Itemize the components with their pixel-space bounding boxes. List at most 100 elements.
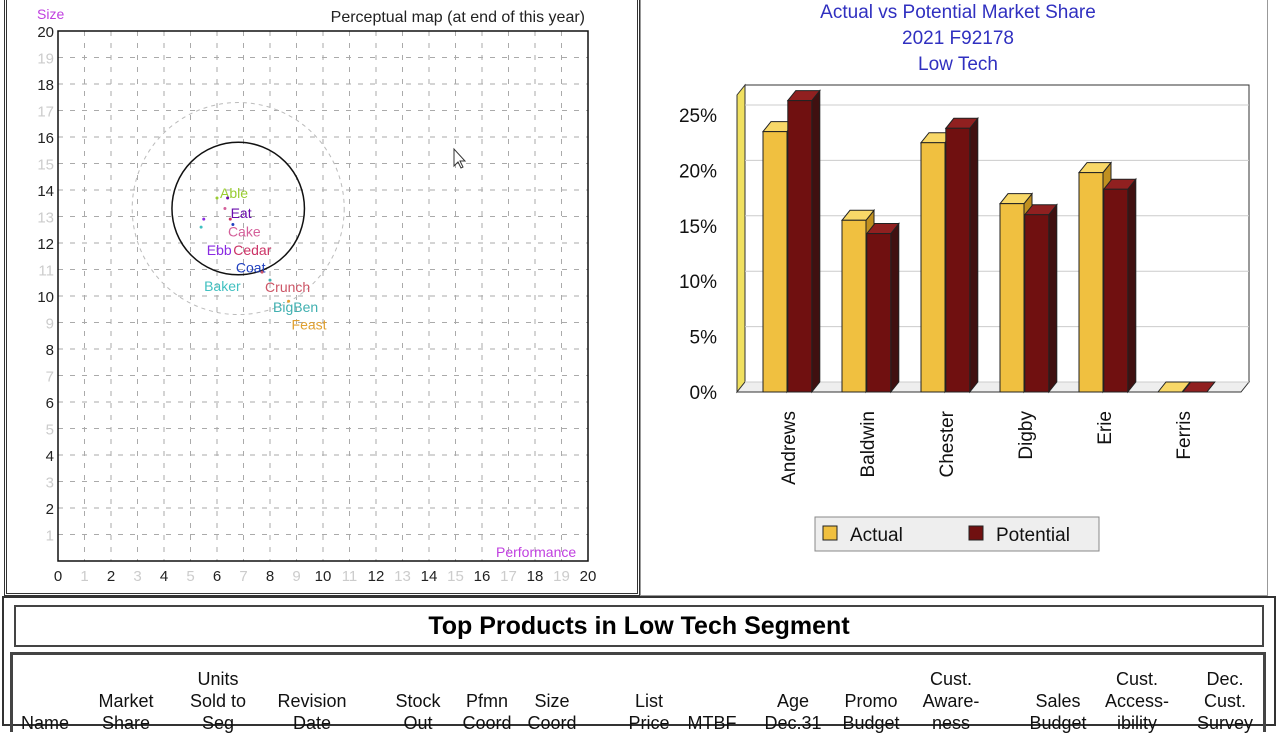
- legend-swatch: [822, 525, 838, 541]
- legend-label: Potential: [996, 525, 1070, 546]
- product-label: Coat: [236, 259, 266, 275]
- y-tick-label: 4: [46, 448, 54, 465]
- y-tick-label: 14: [37, 183, 54, 200]
- column-header[interactable]: Market Share: [98, 691, 154, 733]
- y-tick-label: 10%: [679, 272, 717, 293]
- column-header[interactable]: Dec. Cust. Survey: [1196, 669, 1254, 733]
- back-wall-left: [736, 83, 746, 394]
- x-tick-label: Erie: [1095, 411, 1116, 445]
- x-tick-label: 0: [54, 568, 62, 585]
- y-tick-label: 20%: [679, 161, 717, 182]
- product-label: BigBen: [273, 299, 318, 315]
- y-tick-label: 13: [37, 210, 54, 227]
- y-tick-label: 8: [46, 342, 54, 359]
- product-dot: [228, 217, 232, 221]
- bar-actual: [762, 131, 788, 393]
- top-products-table: Name Market Share Units Sold to Seg Revisio…: [10, 652, 1266, 733]
- y-tick-label: 5: [46, 422, 54, 439]
- plot-frame: [57, 30, 589, 562]
- x-tick-label: 15: [447, 568, 464, 585]
- back-wall: [744, 84, 1250, 383]
- product-label: Crunch: [265, 279, 310, 295]
- legend-swatch: [968, 525, 984, 541]
- product-label: Able: [220, 185, 248, 201]
- x-tick-label: 18: [527, 568, 544, 585]
- y-tick-label: 3: [46, 475, 54, 492]
- y-tick-label: 25%: [679, 106, 717, 127]
- product-dot: [260, 270, 264, 274]
- chart-title: Actual vs Potential Market Share: [820, 2, 1096, 23]
- legend-label: Actual: [850, 525, 903, 546]
- bar-top: [1181, 381, 1216, 393]
- column-header[interactable]: Units Sold to Seg: [189, 669, 247, 733]
- y-tick-label: 12: [37, 236, 54, 253]
- market-share-chart: Actual vs Potential Market Share 2021 F92…: [679, 2, 1251, 552]
- x-tick-label: 13: [394, 568, 411, 585]
- column-header[interactable]: Size Coord: [527, 691, 577, 733]
- x-tick-label: 11: [342, 568, 358, 585]
- column-header[interactable]: Stock Out: [395, 691, 441, 733]
- product-dot: [199, 225, 203, 229]
- bar-potential: [1024, 214, 1050, 393]
- bar-potential: [866, 233, 892, 393]
- bar-actual: [999, 203, 1025, 393]
- x-tick-label: 9: [292, 568, 300, 585]
- bar-side: [969, 116, 979, 394]
- x-tick-label: 5: [186, 568, 194, 585]
- x-tick-label: 20: [580, 568, 597, 585]
- x-tick-label: 14: [421, 568, 438, 585]
- y-tick-label: 11: [38, 263, 54, 280]
- column-header[interactable]: Pfmn Coord: [462, 691, 512, 733]
- x-tick-label: Chester: [937, 410, 958, 477]
- bar-side: [811, 89, 821, 394]
- rough-cut-circle: [131, 102, 345, 316]
- y-tick-label: 5%: [690, 328, 718, 349]
- x-tick-label: Digby: [1016, 411, 1037, 460]
- y-tick-label: 18: [37, 77, 54, 94]
- bar-actual: [920, 142, 946, 393]
- map-title: Perceptual map (at end of this year): [331, 9, 585, 26]
- y-tick-label: 17: [37, 104, 54, 121]
- product-dot: [226, 196, 230, 200]
- mouse-cursor-icon: [453, 147, 467, 169]
- y-tick-label: 20: [37, 24, 54, 41]
- bar-top: [1156, 381, 1192, 393]
- y-tick-label: 19: [37, 51, 54, 68]
- product-dot: [231, 222, 235, 226]
- column-header[interactable]: Revision Date: [277, 691, 347, 733]
- x-tick-label: Ferris: [1174, 411, 1195, 460]
- column-header[interactable]: Cust. Access- ibility: [1104, 669, 1170, 733]
- y-tick-label: 6: [46, 395, 54, 412]
- product-dot: [215, 196, 219, 200]
- column-header[interactable]: Name: [20, 713, 70, 733]
- bar-actual: [1078, 172, 1104, 393]
- column-header[interactable]: Cust. Aware- ness: [922, 669, 980, 733]
- column-header[interactable]: Sales Budget: [1029, 691, 1087, 733]
- y-tick-label: 10: [37, 289, 54, 306]
- y-axis-label: Size: [37, 6, 64, 22]
- x-tick-label: Baldwin: [858, 411, 879, 478]
- y-tick-label: 16: [37, 130, 54, 147]
- table-title: Top Products in Low Tech Segment: [14, 605, 1264, 647]
- product-label: Eat: [231, 205, 252, 221]
- y-tick-label: 2: [46, 501, 54, 518]
- y-tick-label: 9: [46, 316, 54, 333]
- product-label: Feast: [292, 316, 327, 332]
- y-tick-label: 15: [37, 157, 54, 174]
- y-tick-label: 0%: [690, 383, 718, 404]
- bar-side: [890, 222, 900, 394]
- column-header[interactable]: List Price: [628, 691, 670, 733]
- perceptual-map: Perceptual map (at end of this year) 0 11 2…: [37, 6, 597, 585]
- x-tick-label: 7: [239, 568, 247, 585]
- column-header[interactable]: Promo Budget: [842, 691, 900, 733]
- bar-potential: [1103, 188, 1129, 393]
- x-tick-label: 12: [368, 568, 385, 585]
- column-header[interactable]: Age Dec.31: [764, 691, 822, 733]
- x-tick-label: 6: [213, 568, 221, 585]
- product-dot: [223, 207, 227, 211]
- x-tick-label: 10: [315, 568, 332, 585]
- x-tick-label: Andrews: [779, 411, 800, 485]
- column-header[interactable]: MTBF: [687, 713, 737, 733]
- x-tick-label: 8: [266, 568, 274, 585]
- legend: [814, 516, 1100, 552]
